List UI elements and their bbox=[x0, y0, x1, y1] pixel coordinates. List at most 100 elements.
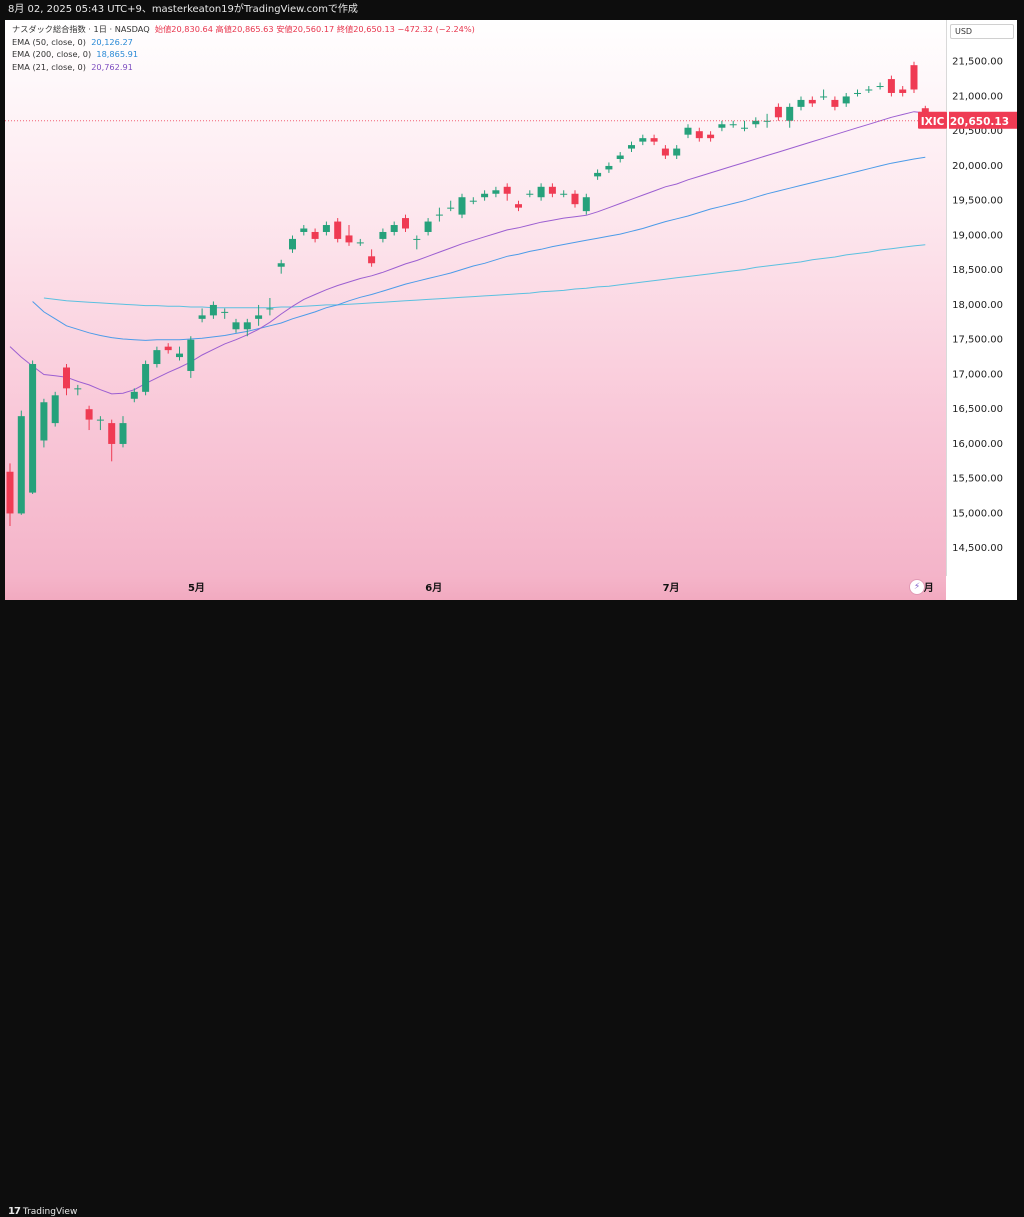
candle-body bbox=[356, 242, 364, 244]
price-tick-label: 19,000.00 bbox=[952, 230, 1003, 241]
candle bbox=[379, 228, 387, 243]
candle-body bbox=[752, 120, 760, 125]
candle-body bbox=[243, 322, 251, 330]
candle-body bbox=[707, 134, 715, 139]
candle bbox=[605, 162, 613, 173]
candle bbox=[255, 304, 263, 326]
lightning-icon[interactable]: ⚡ bbox=[909, 579, 925, 595]
candle-body bbox=[289, 238, 296, 250]
candle-body bbox=[492, 190, 500, 194]
price-tick-label: 16,000.00 bbox=[952, 439, 1003, 450]
candle bbox=[300, 225, 308, 236]
candle-body bbox=[458, 197, 466, 215]
ema200-value: 18,865.91 bbox=[96, 49, 139, 60]
candle bbox=[741, 120, 748, 132]
candle bbox=[616, 152, 624, 163]
candle-body bbox=[108, 423, 116, 444]
candle bbox=[594, 169, 602, 180]
candle-body bbox=[910, 65, 918, 90]
candle bbox=[368, 249, 376, 267]
candle-body bbox=[424, 221, 432, 232]
candlestick-chart[interactable]: 14,500.00 15,000.00 15,500.00 16,000.00 16,5… bbox=[5, 20, 1017, 600]
candle bbox=[209, 301, 217, 319]
last-price-label: 20,650.13 bbox=[950, 116, 1009, 128]
candle-body bbox=[130, 391, 138, 399]
candle bbox=[774, 103, 782, 121]
candle bbox=[842, 92, 850, 107]
candle-body bbox=[887, 79, 895, 93]
candle bbox=[503, 183, 511, 201]
candle-body bbox=[435, 214, 443, 216]
candle bbox=[831, 96, 839, 111]
candle-body bbox=[232, 322, 240, 330]
candle-body bbox=[729, 124, 737, 126]
candle bbox=[334, 218, 342, 243]
candle bbox=[786, 103, 794, 128]
candle bbox=[661, 145, 669, 159]
candle bbox=[673, 145, 681, 159]
candle bbox=[808, 96, 816, 107]
candle bbox=[752, 117, 760, 128]
candle-body bbox=[17, 416, 25, 514]
candle bbox=[854, 89, 861, 97]
candle bbox=[198, 308, 206, 323]
candle bbox=[402, 214, 409, 232]
candle bbox=[515, 200, 522, 212]
candle bbox=[176, 346, 183, 361]
candle-body bbox=[390, 225, 398, 232]
candle-body bbox=[820, 96, 828, 98]
ema200-row[interactable]: EMA (200, close, 0) 18,865.91 bbox=[12, 48, 475, 61]
candle-body bbox=[503, 186, 511, 194]
candle bbox=[63, 364, 70, 396]
time-axis[interactable] bbox=[5, 576, 946, 600]
candle bbox=[153, 346, 161, 368]
ema200-label: EMA (200, close, 0) bbox=[12, 49, 92, 60]
candle bbox=[628, 141, 635, 153]
candle-body bbox=[29, 364, 37, 493]
time-axis-labels: 5月 6月 7月 8月 bbox=[188, 582, 934, 594]
candle-body bbox=[63, 367, 70, 389]
ema21-row[interactable]: EMA (21, close, 0) 20,762.91 bbox=[12, 61, 475, 74]
candle bbox=[695, 127, 703, 142]
candle bbox=[356, 238, 364, 246]
price-tick-label: 17,500.00 bbox=[952, 335, 1003, 346]
candle bbox=[6, 463, 14, 526]
candle bbox=[221, 308, 229, 319]
candle bbox=[390, 221, 398, 236]
ema-lines bbox=[9, 111, 926, 395]
candle-body bbox=[119, 423, 127, 444]
tradingview-brand[interactable]: 17 TradingView bbox=[8, 1206, 77, 1217]
candle bbox=[85, 405, 93, 431]
candle-body bbox=[300, 228, 308, 232]
candle bbox=[311, 228, 319, 243]
candle-body bbox=[854, 92, 861, 94]
candle bbox=[413, 235, 421, 250]
brand-name: TradingView bbox=[22, 1207, 78, 1217]
candle bbox=[887, 75, 895, 97]
ema50-row[interactable]: EMA (50, close, 0) 20,126.27 bbox=[12, 36, 475, 49]
candle bbox=[797, 96, 805, 111]
candle-body bbox=[96, 419, 104, 421]
candle-body bbox=[322, 225, 330, 232]
candle bbox=[910, 61, 918, 93]
currency-button[interactable]: USD bbox=[950, 24, 1014, 39]
candle-body bbox=[481, 193, 489, 198]
price-tick-label: 19,500.00 bbox=[952, 196, 1003, 207]
chart-panel[interactable]: 14,500.00 15,000.00 15,500.00 16,000.00 16,5… bbox=[5, 20, 1017, 600]
candle-body bbox=[594, 172, 602, 177]
candle-body bbox=[842, 96, 850, 104]
candle bbox=[560, 190, 568, 198]
candle bbox=[142, 360, 150, 396]
candle bbox=[571, 190, 579, 208]
price-tick-label: 17,000.00 bbox=[952, 369, 1003, 380]
candle-body bbox=[368, 256, 376, 264]
candle bbox=[481, 190, 489, 201]
candle-body bbox=[277, 263, 285, 267]
candle-body bbox=[650, 138, 658, 142]
candle-body bbox=[684, 127, 692, 135]
candle-body bbox=[221, 311, 229, 313]
candle-body bbox=[571, 193, 579, 205]
time-tick-label: 5月 bbox=[188, 582, 205, 594]
candle bbox=[865, 86, 873, 93]
candle-body bbox=[718, 124, 726, 128]
